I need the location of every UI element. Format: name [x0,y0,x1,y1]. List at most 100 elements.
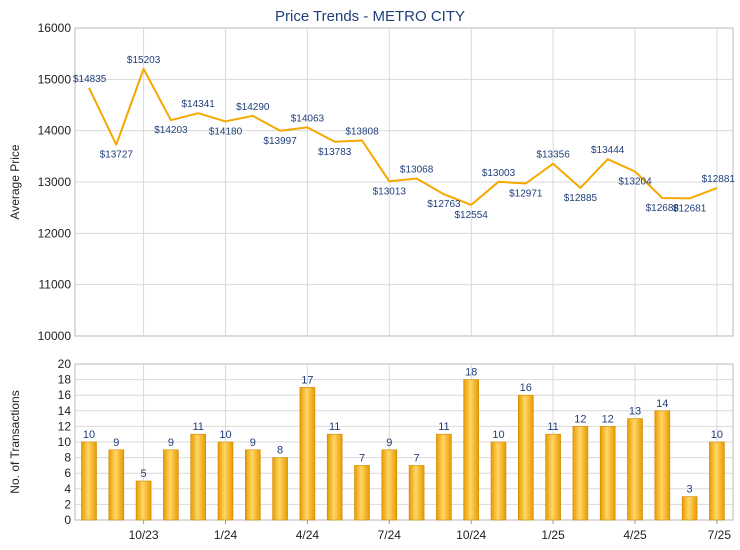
price-data-label: $12763 [427,199,461,210]
x-tick-label: 7/24 [378,528,402,542]
price-data-label: $13783 [318,147,352,158]
transactions-y-tick-label: 10 [58,435,72,449]
transactions-bar [436,433,452,521]
x-tick-label: 7/25 [708,528,732,542]
transactions-y-tick-label: 8 [64,451,71,465]
transactions-bar [272,457,288,521]
transactions-bar-label: 17 [301,374,313,386]
x-tick-label: 1/24 [214,528,238,542]
price-data-label: $13808 [345,127,379,138]
transactions-bar-label: 11 [329,421,340,433]
transactions-bar [381,449,398,521]
transactions-bar [163,449,179,521]
transactions-bar-label: 11 [438,421,449,433]
transactions-bar-label: 16 [520,382,532,394]
price-data-label: $13003 [482,168,516,179]
price-series-line [88,67,718,206]
transactions-bar [490,441,507,521]
transactions-y-tick-label: 4 [64,482,71,496]
transactions-bar-label: 13 [629,406,641,418]
transactions-y-tick-label: 12 [58,419,72,433]
transactions-bar [81,441,97,521]
transactions-y-tick-label: 16 [58,388,72,402]
transactions-bar-label: 9 [386,437,392,449]
transactions-bar [654,410,671,521]
transactions-bar-label: 10 [492,429,504,441]
transactions-bar-label: 10 [83,429,95,441]
price-data-label: $12681 [673,203,707,214]
price-data-label: $12881 [702,174,736,185]
transactions-bar-label: 7 [359,452,365,464]
transactions-y-tick-label: 0 [64,513,71,527]
x-tick-label: 1/25 [541,528,565,542]
price-data-label: $12885 [564,193,598,204]
transactions-bar-label: 7 [414,452,420,464]
transactions-bar [135,480,152,521]
x-tick-label: 4/24 [296,528,320,542]
transactions-bar-label: 18 [465,367,477,379]
price-data-label: $13013 [373,186,407,197]
transactions-y-tick-label: 18 [58,373,72,387]
transactions-bar-label: 10 [711,429,723,441]
transactions-y-tick-label: 14 [58,404,72,418]
transactions-bar-label: 8 [277,445,283,457]
transactions-bar-label: 9 [168,437,174,449]
price-data-label: $13727 [100,150,134,161]
transactions-bar [354,465,370,521]
price-data-label: $13997 [263,136,297,147]
transactions-bar-label: 12 [602,413,614,425]
transactions-y-tick-label: 20 [58,357,72,371]
price-data-label: $13068 [400,165,434,176]
transactions-y-tick-label: 2 [64,497,71,511]
price-data-label: $12688 [646,203,680,214]
x-tick-label: 4/25 [623,528,647,542]
transactions-bar [326,433,343,521]
transactions-bar-label: 9 [250,437,256,449]
transactions-bar [299,387,316,521]
price-y-axis-label: Average Price [8,144,22,219]
price-data-label: $13204 [618,177,652,188]
price-data-label: $13356 [536,150,570,161]
transactions-bar [245,449,261,521]
transactions-bar [217,441,234,521]
price-data-label: $15203 [127,55,161,66]
price-y-tick-label: 16000 [38,21,72,35]
price-data-label: $12971 [509,188,543,199]
price-data-label: $13444 [591,145,625,156]
price-data-label: $12554 [455,210,489,221]
transactions-bar [408,465,425,521]
transactions-bar [627,418,643,521]
price-y-tick-label: 11000 [39,278,72,292]
transactions-bar-label: 12 [574,413,586,425]
price-data-label: $14290 [236,102,270,113]
transactions-bar [190,433,206,521]
price-y-tick-label: 10000 [38,329,72,343]
price-data-label: $14063 [291,113,325,124]
price-data-label: $14203 [154,125,188,136]
chart-title: Price Trends - METRO CITY [275,8,465,25]
transactions-bar [108,449,125,521]
transactions-bar-label: 3 [687,484,693,496]
transactions-bar-label: 14 [656,398,668,410]
transactions-bar-label: 5 [141,468,147,480]
price-y-tick-label: 15000 [38,72,72,86]
price-data-label: $14180 [209,126,243,137]
price-y-tick-label: 13000 [38,175,72,189]
transactions-bar [599,426,616,521]
transactions-bar [572,426,589,521]
transactions-bar [709,441,725,521]
transactions-bar-label: 11 [192,421,203,433]
transactions-bar [463,379,480,521]
transactions-bar [517,394,534,521]
x-tick-label: 10/23 [129,528,159,542]
x-tick-label: 10/24 [456,528,486,542]
transactions-bar [681,496,698,521]
transactions-bar [545,433,561,521]
transactions-y-tick-label: 6 [64,466,71,480]
transactions-bar-label: 11 [547,421,558,433]
price-data-label: $14341 [182,99,216,110]
price-y-tick-label: 12000 [38,226,72,240]
transactions-bar-label: 9 [113,437,119,449]
price-y-tick-label: 14000 [38,124,72,138]
